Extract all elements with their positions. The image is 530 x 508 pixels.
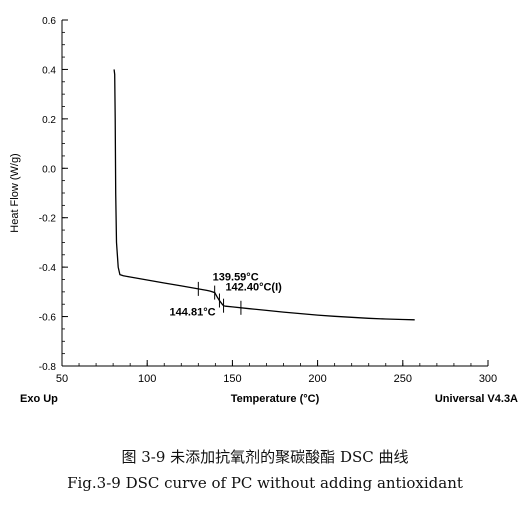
annotation-label: 144.81°C	[170, 307, 216, 319]
annotation-label: 139.59°C	[213, 272, 259, 284]
x-tick-label: 150	[223, 373, 241, 385]
y-tick-label: -0.2	[39, 214, 57, 225]
x-tick-label: 200	[308, 373, 326, 385]
y-tick-label: 0.6	[42, 16, 56, 27]
x-tick-label: 250	[394, 373, 412, 385]
y-tick-label: 0.0	[42, 164, 56, 175]
dsc-chart: 0.6 0.4 0.2 0.0 -0.2 -0.4 -0.6 -0.850 100 150 200 2…	[9, 16, 518, 405]
chart-ticks: 0.6 0.4 0.2 0.0 -0.2 -0.4 -0.6 -0.850 100 150 200 2…	[39, 16, 497, 385]
chart-axes	[61, 20, 488, 367]
x-axis-label: Temperature (°C)	[231, 393, 320, 405]
chart-series	[113, 69, 415, 321]
annotation-label: 142.40°C(I)	[225, 282, 282, 294]
y-tick-label: 0.4	[42, 65, 56, 76]
instrument-version-label: Universal V4.3A	[435, 393, 518, 405]
y-tick-label: -0.4	[39, 263, 57, 274]
y-tick-label: -0.8	[39, 362, 57, 373]
dsc-curve	[113, 69, 415, 321]
y-tick-label: 0.2	[42, 115, 56, 126]
y-tick-label: -0.6	[39, 313, 57, 324]
figure-caption-english: Fig.3-9 DSC curve of PC without adding a…	[67, 474, 463, 492]
figure-caption-chinese: 图 3-9 未添加抗氧剂的聚碳酸酯 DSC 曲线	[121, 448, 409, 466]
x-tick-label: 300	[479, 373, 497, 385]
y-axis-label: Heat Flow (W/g)	[9, 153, 21, 232]
x-tick-label: 100	[138, 373, 156, 385]
x-tick-label: 50	[56, 373, 68, 385]
exo-up-label: Exo Up	[20, 393, 58, 405]
